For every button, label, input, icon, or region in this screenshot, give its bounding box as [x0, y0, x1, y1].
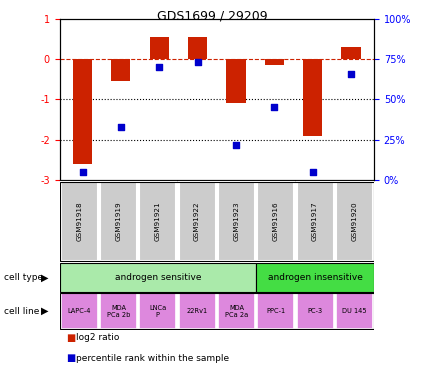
Bar [61, 293, 98, 329]
Text: percentile rank within the sample: percentile rank within the sample [76, 354, 229, 363]
Bar [73, 59, 92, 164]
Bar [60, 263, 256, 292]
Text: cell line: cell line [4, 307, 40, 316]
Bar [178, 293, 215, 329]
Bar [257, 182, 294, 261]
Bar [227, 59, 246, 104]
Text: ■: ■ [66, 353, 75, 363]
Bar [297, 293, 334, 329]
Text: ■: ■ [66, 333, 75, 342]
Text: cell type: cell type [4, 273, 43, 282]
Bar [139, 293, 176, 329]
Text: MDA
PCa 2a: MDA PCa 2a [225, 305, 248, 318]
Point [271, 104, 278, 110]
Point [232, 141, 239, 147]
Bar [150, 37, 169, 59]
Text: ▶: ▶ [41, 273, 48, 282]
Bar [336, 293, 373, 329]
Point [156, 64, 163, 70]
Bar [257, 293, 294, 329]
Text: PPC-1: PPC-1 [266, 308, 285, 314]
Bar [188, 37, 207, 59]
Text: LNCa
P: LNCa P [149, 305, 167, 318]
Point [117, 124, 124, 130]
Point [348, 70, 354, 76]
Point [194, 59, 201, 65]
Text: androgen sensitive: androgen sensitive [114, 273, 201, 282]
Text: DU 145: DU 145 [342, 308, 367, 314]
Bar [111, 59, 130, 81]
Bar [61, 182, 98, 261]
Bar [218, 293, 255, 329]
Text: GSM91918: GSM91918 [76, 201, 82, 241]
Bar [218, 182, 255, 261]
Text: androgen insensitive: androgen insensitive [268, 273, 363, 282]
Text: 22Rv1: 22Rv1 [187, 308, 208, 314]
Bar [256, 263, 374, 292]
Text: GSM91917: GSM91917 [312, 201, 318, 241]
Text: GSM91920: GSM91920 [351, 201, 357, 241]
Text: PC-3: PC-3 [307, 308, 323, 314]
Text: ▶: ▶ [41, 306, 48, 316]
Bar [139, 182, 176, 261]
Bar [341, 47, 360, 59]
Text: GSM91921: GSM91921 [155, 201, 161, 241]
Text: MDA
PCa 2b: MDA PCa 2b [107, 305, 130, 318]
Bar [297, 182, 334, 261]
Bar [178, 182, 215, 261]
Bar [100, 293, 137, 329]
Bar [336, 182, 373, 261]
Text: LAPC-4: LAPC-4 [68, 308, 91, 314]
Text: GSM91923: GSM91923 [233, 201, 239, 241]
Text: GSM91916: GSM91916 [273, 201, 279, 241]
Point [79, 169, 86, 175]
Text: GSM91919: GSM91919 [116, 201, 122, 241]
Text: log2 ratio: log2 ratio [76, 333, 119, 342]
Text: GDS1699 / 29209: GDS1699 / 29209 [157, 9, 268, 22]
Bar [303, 59, 322, 136]
Point [309, 169, 316, 175]
Text: GSM91922: GSM91922 [194, 201, 200, 241]
Bar [265, 59, 284, 65]
Bar [100, 182, 137, 261]
